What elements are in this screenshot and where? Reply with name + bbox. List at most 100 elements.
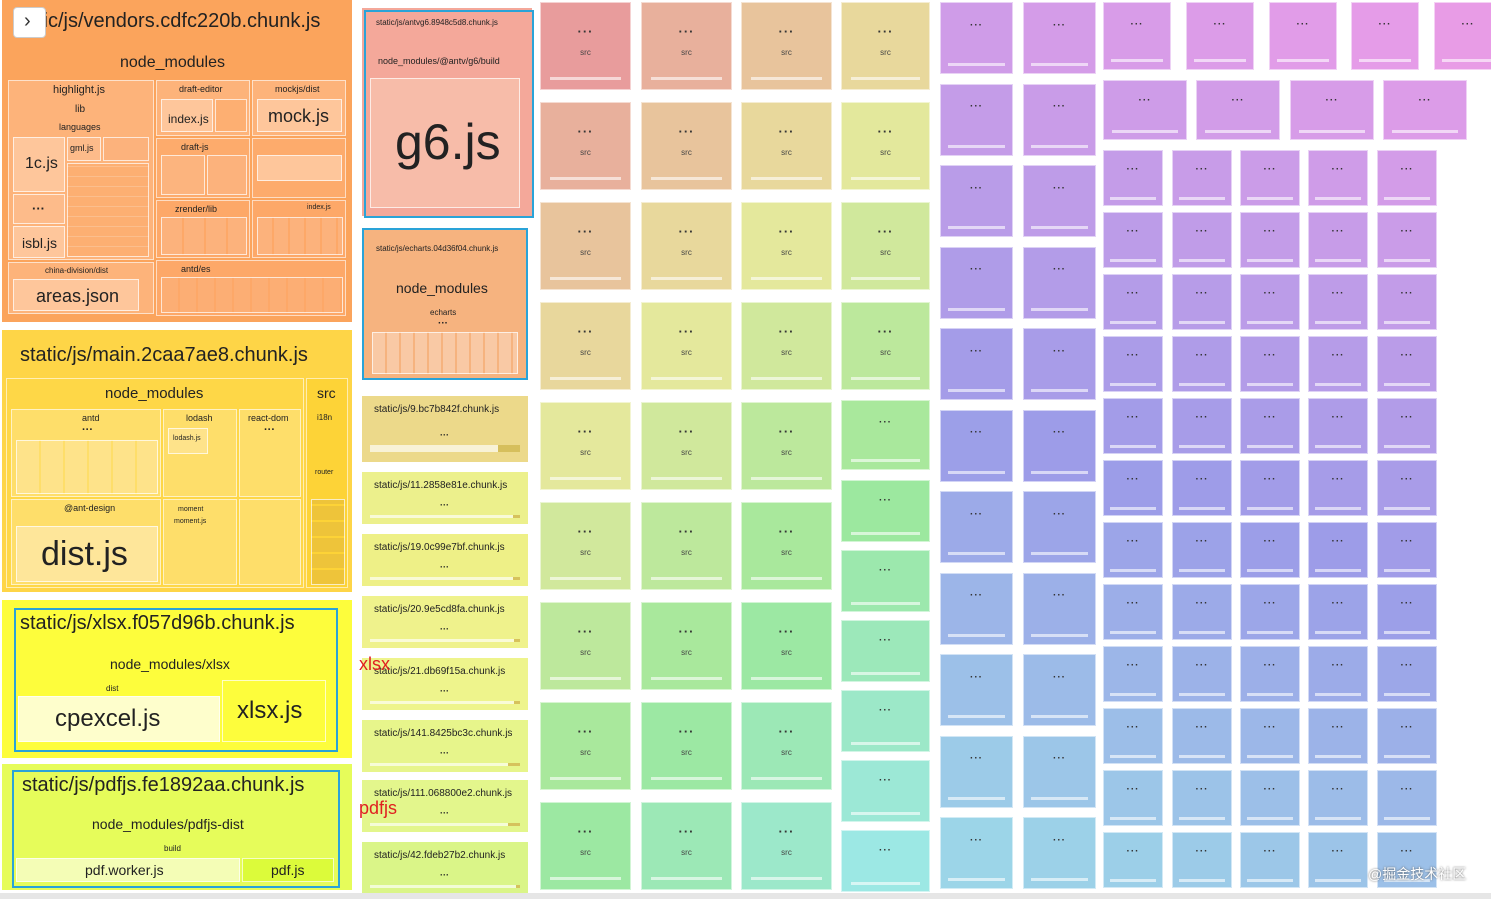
china-division-module[interactable]: china-division/dist areas.json [8, 262, 154, 314]
treemap-cell[interactable]: ··· [1172, 584, 1232, 640]
pdfjs-chunk[interactable]: static/js/pdfjs.fe1892aa.chunk.js node_m… [2, 764, 352, 890]
treemap-cell[interactable]: ··· [841, 550, 930, 612]
treemap-cell[interactable]: ··· src [741, 202, 832, 290]
xlsx-chunk[interactable]: static/js/xlsx.f057d96b.chunk.js node_mo… [2, 600, 352, 758]
treemap-cell[interactable]: ··· [1172, 832, 1232, 888]
react-dom-module[interactable]: react-dom ··· [239, 409, 301, 497]
treemap-cell[interactable]: ··· src [641, 602, 732, 690]
treemap-cell[interactable]: ··· [940, 572, 1013, 645]
antv-g6-chunk[interactable]: static/js/antvg6.8948c5d8.chunk.js node_… [362, 8, 534, 218]
treemap-cell[interactable]: ··· [1172, 336, 1232, 392]
treemap-cell[interactable]: ··· [1240, 646, 1300, 702]
main-src-module[interactable]: src i18n router [306, 378, 348, 588]
treemap-cell[interactable]: ··· [1023, 165, 1096, 237]
chunk-item[interactable]: static/js/20.9e5cd8fa.chunk.js ··· [362, 596, 528, 648]
treemap-cell[interactable]: ··· [841, 480, 930, 542]
treemap-cell[interactable]: ··· [1377, 522, 1437, 578]
treemap-cell[interactable]: ··· src [841, 302, 930, 390]
g6-js-file[interactable]: g6.js [370, 78, 520, 208]
treemap-cell[interactable]: ··· [1308, 584, 1368, 640]
antd-es-module[interactable]: antd/es [156, 260, 346, 316]
antd-files[interactable] [16, 440, 158, 494]
treemap-cell[interactable]: ··· [1308, 832, 1368, 888]
treemap-cell[interactable]: ··· [1377, 274, 1437, 330]
treemap-cell[interactable]: ··· [1103, 150, 1163, 206]
treemap-cell[interactable]: ··· [940, 328, 1013, 400]
treemap-cell[interactable]: ··· src [641, 202, 732, 290]
lodash-module[interactable]: lodash lodash.js [163, 409, 237, 497]
vendor-misc-module[interactable] [252, 138, 346, 198]
zrender-module[interactable]: zrender/lib [156, 200, 250, 258]
treemap-cell[interactable]: ··· [1172, 708, 1232, 764]
treemap-cell[interactable]: ··· [1172, 212, 1232, 268]
treemap-cell[interactable]: ··· [1240, 770, 1300, 826]
echarts-files[interactable] [372, 332, 518, 374]
treemap-cell[interactable]: ··· [1172, 770, 1232, 826]
treemap-cell[interactable]: ··· [841, 620, 930, 682]
treemap-cell[interactable]: ··· [1172, 522, 1232, 578]
src-files[interactable] [311, 499, 345, 585]
treemap-cell[interactable]: ··· [1308, 398, 1368, 454]
treemap-cell[interactable]: ··· src [540, 202, 631, 290]
treemap-cell[interactable]: ··· [1023, 735, 1096, 808]
treemap-cell[interactable]: ··· [940, 491, 1013, 563]
lodash-js-file[interactable]: lodash.js [168, 428, 208, 454]
draft-js-block-a[interactable] [161, 155, 205, 195]
treemap-cell[interactable]: ··· src [540, 802, 631, 890]
treemap-cell[interactable]: ··· [1186, 2, 1254, 70]
moment-module[interactable]: moment moment.js [163, 499, 237, 585]
treemap-cell[interactable]: ··· [1023, 491, 1096, 563]
file-dots[interactable]: ··· [13, 194, 65, 224]
treemap-cell[interactable]: ··· [1103, 80, 1187, 140]
treemap-cell[interactable]: ··· src [641, 702, 732, 790]
echarts-chunk[interactable]: static/js/echarts.04d36f04.chunk.js node… [362, 228, 528, 380]
chunk-item[interactable]: static/js/141.8425bc3c.chunk.js ··· [362, 720, 528, 772]
treemap-cell[interactable]: ··· [1308, 770, 1368, 826]
treemap-cell[interactable]: ··· [1377, 646, 1437, 702]
treemap-cell[interactable]: ··· [841, 830, 930, 892]
antd-es-files[interactable] [161, 277, 343, 313]
draft-editor-sub[interactable] [215, 99, 247, 132]
treemap-cell[interactable]: ··· src [641, 402, 732, 490]
treemap-cell[interactable]: ··· [1103, 522, 1163, 578]
treemap-cell[interactable]: ··· src [741, 602, 832, 690]
treemap-cell[interactable]: ··· src [741, 302, 832, 390]
treemap-cell[interactable]: ··· [1240, 150, 1300, 206]
treemap-cell[interactable]: ··· src [540, 302, 631, 390]
draft-editor-index-js[interactable]: index.js [161, 99, 213, 132]
treemap-cell[interactable]: ··· [1103, 708, 1163, 764]
treemap-cell[interactable]: ··· [1377, 584, 1437, 640]
treemap-cell[interactable]: ··· [1308, 708, 1368, 764]
pdf-worker-js-file[interactable]: pdf.worker.js [16, 858, 240, 882]
treemap-cell[interactable]: ··· [1377, 398, 1437, 454]
treemap-cell[interactable]: ··· src [641, 802, 732, 890]
treemap-cell[interactable]: ··· [1103, 832, 1163, 888]
vendor-misc-a[interactable] [257, 155, 342, 181]
treemap-cell[interactable]: ··· src [741, 502, 832, 590]
treemap-cell[interactable]: ··· src [841, 102, 930, 190]
treemap-cell[interactable]: ··· src [741, 702, 832, 790]
treemap-cell[interactable]: ··· [1172, 646, 1232, 702]
treemap-cell[interactable]: ··· [1308, 212, 1368, 268]
treemap-cell[interactable]: ··· [1377, 770, 1437, 826]
draft-js-block-b[interactable] [207, 155, 247, 195]
treemap-cell[interactable]: ··· [940, 165, 1013, 237]
highlight-js-module[interactable]: highlight.js lib languages 1c.js ··· isb… [8, 80, 154, 260]
treemap-cell[interactable]: ··· [1103, 274, 1163, 330]
treemap-cell[interactable]: ··· src [641, 302, 732, 390]
areas-json-file[interactable]: areas.json [13, 279, 139, 311]
treemap-cell[interactable]: ··· [1240, 522, 1300, 578]
treemap-cell[interactable]: ··· [1172, 398, 1232, 454]
treemap-cell[interactable]: ··· [1290, 80, 1374, 140]
file-gml-js[interactable]: gml.js [67, 137, 101, 161]
treemap-cell[interactable]: ··· [1434, 2, 1491, 70]
treemap-cell[interactable]: ··· [1103, 212, 1163, 268]
pdf-js-file[interactable]: pdf.js [242, 858, 334, 882]
treemap-cell[interactable]: ··· [1240, 708, 1300, 764]
treemap-cell[interactable]: ··· src [540, 102, 631, 190]
treemap-cell[interactable]: ··· src [641, 102, 732, 190]
chunk-item[interactable]: static/js/21.db69f15a.chunk.js ··· [362, 658, 528, 710]
treemap-cell[interactable]: ··· [1172, 460, 1232, 516]
chunk-item[interactable]: static/js/9.bc7b842f.chunk.js ··· [362, 396, 528, 462]
treemap-cell[interactable]: ··· src [741, 402, 832, 490]
